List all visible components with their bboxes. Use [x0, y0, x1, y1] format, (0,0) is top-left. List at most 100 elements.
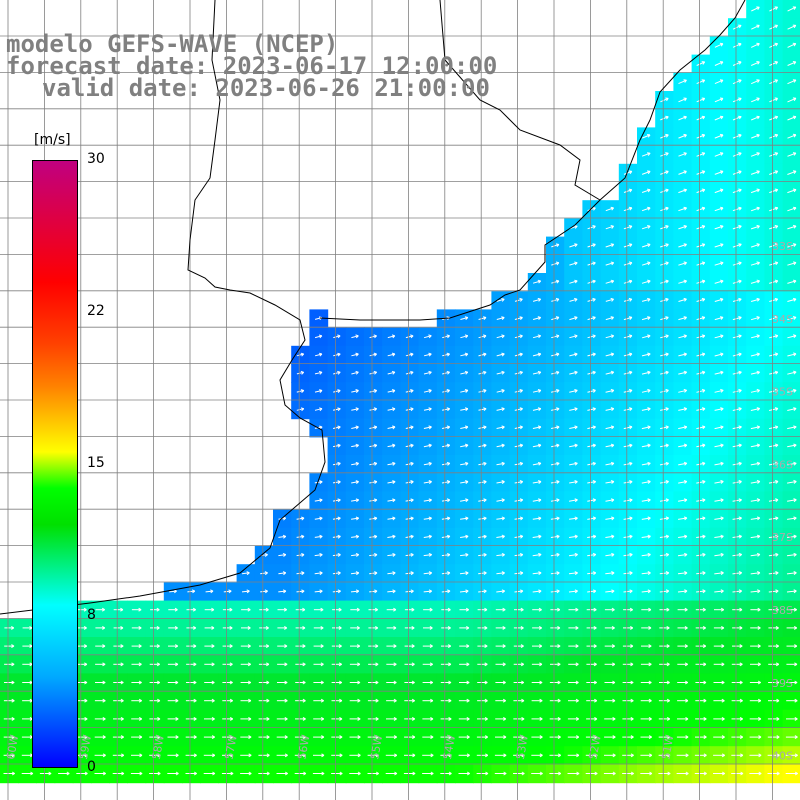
- wind-arrow: [405, 425, 414, 430]
- wind-arrow: [587, 334, 596, 339]
- wind-arrow: [769, 352, 779, 357]
- wind-arrow: [22, 680, 33, 685]
- wind-arrow: [569, 243, 578, 248]
- wind-arrow: [551, 425, 560, 430]
- wind-arrow: [513, 698, 525, 703]
- wind-arrow: [514, 425, 523, 430]
- wind-arrow: [605, 206, 614, 212]
- wind-arrow: [222, 698, 233, 703]
- wind-arrow: [459, 625, 470, 630]
- wind-arrow: [750, 243, 760, 248]
- wind-arrow: [350, 625, 360, 630]
- wind-arrow: [478, 443, 487, 448]
- wind-arrow: [732, 625, 743, 630]
- wind-arrow: [496, 534, 505, 539]
- wind-arrow: [713, 698, 725, 703]
- wind-arrow: [623, 571, 633, 575]
- wind-arrow: [296, 352, 305, 357]
- wind-arrow: [768, 680, 780, 685]
- wind-arrow: [677, 662, 688, 667]
- wind-arrow: [423, 370, 432, 375]
- wind-arrow: [641, 607, 652, 612]
- wind-arrow: [349, 716, 361, 721]
- wind-arrow: [459, 607, 469, 612]
- wind-vectors: [3, 6, 798, 776]
- wind-arrow: [587, 425, 596, 430]
- wind-arrow: [641, 152, 651, 157]
- wind-arrow: [568, 607, 579, 612]
- wind-arrow: [696, 589, 706, 594]
- wind-arrow: [351, 443, 359, 448]
- wind-arrow: [659, 680, 670, 685]
- wind-arrow: [313, 625, 324, 630]
- latitude-label: 38S: [772, 604, 793, 617]
- wind-arrow: [113, 662, 124, 667]
- wind-arrow: [405, 407, 414, 412]
- wind-arrow: [22, 625, 33, 630]
- wind-arrow: [367, 698, 379, 703]
- wind-arrow: [332, 552, 341, 557]
- wind-arrow: [623, 498, 633, 503]
- wind-arrow: [677, 552, 688, 557]
- wind-arrow: [278, 534, 287, 539]
- wind-arrow: [551, 297, 560, 302]
- wind-arrow: [314, 534, 323, 539]
- wind-arrow: [369, 334, 377, 339]
- wind-arrow: [551, 443, 560, 448]
- wind-arrow: [204, 716, 215, 721]
- wind-arrow: [332, 589, 341, 594]
- wind-arrow: [478, 589, 487, 594]
- wind-arrow: [405, 534, 414, 539]
- wind-arrow: [640, 698, 652, 703]
- wind-arrow: [440, 680, 452, 685]
- wind-arrow: [386, 625, 397, 630]
- wind-arrow: [442, 389, 450, 393]
- wind-arrow: [605, 443, 615, 448]
- wind-arrow: [532, 425, 542, 430]
- wind-arrow: [277, 662, 288, 667]
- wind-arrow: [695, 625, 706, 630]
- wind-arrow: [295, 662, 306, 667]
- legend-tick-22: 22: [87, 303, 105, 319]
- wind-arrow: [423, 625, 433, 630]
- wind-arrow: [605, 279, 615, 284]
- wind-arrow: [750, 607, 761, 612]
- wind-arrow: [423, 407, 432, 412]
- wind-arrow: [750, 625, 761, 630]
- wind-arrow: [405, 516, 414, 521]
- wind-arrow: [314, 552, 323, 557]
- wind-arrow: [714, 297, 724, 302]
- wind-arrow: [641, 644, 652, 649]
- wind-arrow: [95, 680, 106, 685]
- wind-arrow: [569, 352, 578, 357]
- wind-arrow: [167, 662, 179, 667]
- wind-arrow: [787, 261, 797, 266]
- wind-arrow: [751, 133, 760, 139]
- wind-arrow: [332, 607, 342, 612]
- wind-arrow: [531, 662, 543, 667]
- wind-arrow: [714, 571, 724, 575]
- wind-arrow: [587, 552, 597, 557]
- wind-arrow: [786, 571, 797, 575]
- wind-arrow: [640, 662, 652, 667]
- wind-arrow: [696, 516, 706, 521]
- wind-arrow: [623, 188, 633, 193]
- wind-arrow: [277, 607, 287, 612]
- wind-arrow: [659, 589, 670, 594]
- wind-arrow: [240, 698, 252, 703]
- wind-arrow: [278, 571, 287, 576]
- wind-arrow: [786, 662, 798, 667]
- wind-arrow: [332, 425, 341, 430]
- wind-arrow: [695, 662, 707, 667]
- wind-arrow: [713, 644, 725, 649]
- wind-arrow: [131, 644, 142, 649]
- wind-arrow: [423, 498, 432, 503]
- wind-arrow: [678, 498, 688, 503]
- wind-arrow: [768, 479, 779, 484]
- wind-arrow: [787, 498, 797, 503]
- wind-arrow: [241, 589, 250, 594]
- wind-arrow: [568, 662, 579, 667]
- wind-arrow: [605, 498, 615, 503]
- wind-arrow: [369, 571, 378, 576]
- wind-arrow: [696, 170, 706, 175]
